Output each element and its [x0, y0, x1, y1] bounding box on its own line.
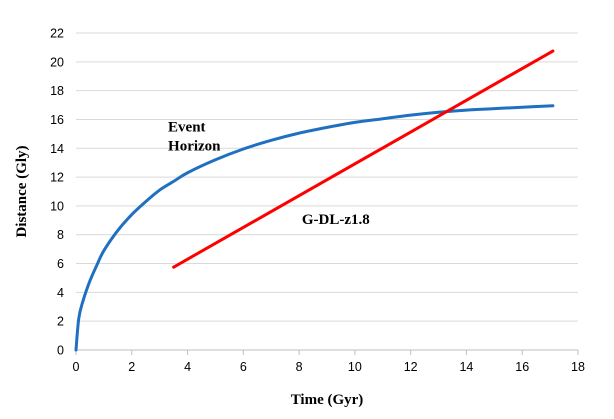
series-label-g-dl-z1-8: G-DL-z1.8	[302, 212, 370, 228]
y-tick-labels: 0 2 4 6 8 10 12 14 16 18 20 22	[50, 27, 64, 358]
series-label-event-horizon-line2: Horizon	[168, 139, 221, 155]
x-tick-label: 0	[73, 360, 80, 374]
x-tick-label: 8	[296, 360, 303, 374]
axes	[75, 349, 579, 355]
x-axis-title: Time (Gyr)	[291, 392, 364, 408]
x-tick-label: 2	[128, 360, 135, 374]
y-tick-label: 18	[50, 84, 64, 98]
x-tick-label: 12	[404, 360, 418, 374]
x-tick-labels: 0 2 4 6 8 10 12 14 16 18	[73, 360, 585, 374]
x-tick-label: 18	[571, 360, 585, 374]
x-tick-label: 10	[348, 360, 362, 374]
series-label-event-horizon-line1: Event	[168, 120, 206, 136]
y-tick-label: 22	[50, 27, 64, 41]
y-tick-label: 16	[50, 113, 64, 127]
y-tick-label: 10	[50, 199, 64, 213]
grid-lines	[76, 32, 578, 351]
y-tick-label: 2	[57, 315, 64, 329]
y-tick-label: 6	[57, 257, 64, 271]
x-tick-label: 6	[240, 360, 247, 374]
y-tick-label: 20	[50, 55, 64, 69]
series-line-g-dl-z1-8	[172, 49, 555, 269]
x-tick-label: 16	[515, 360, 529, 374]
y-tick-label: 14	[50, 142, 64, 156]
series-line-event-horizon	[74, 104, 555, 352]
x-tick-label: 4	[184, 360, 191, 374]
x-tick-label: 14	[459, 360, 473, 374]
y-tick-label: 12	[50, 171, 64, 185]
y-tick-label: 8	[57, 228, 64, 242]
series-lines	[74, 49, 555, 352]
y-axis-title: Distance (Gly)	[14, 145, 30, 237]
y-tick-label: 4	[57, 286, 64, 300]
y-tick-label: 0	[57, 344, 64, 358]
